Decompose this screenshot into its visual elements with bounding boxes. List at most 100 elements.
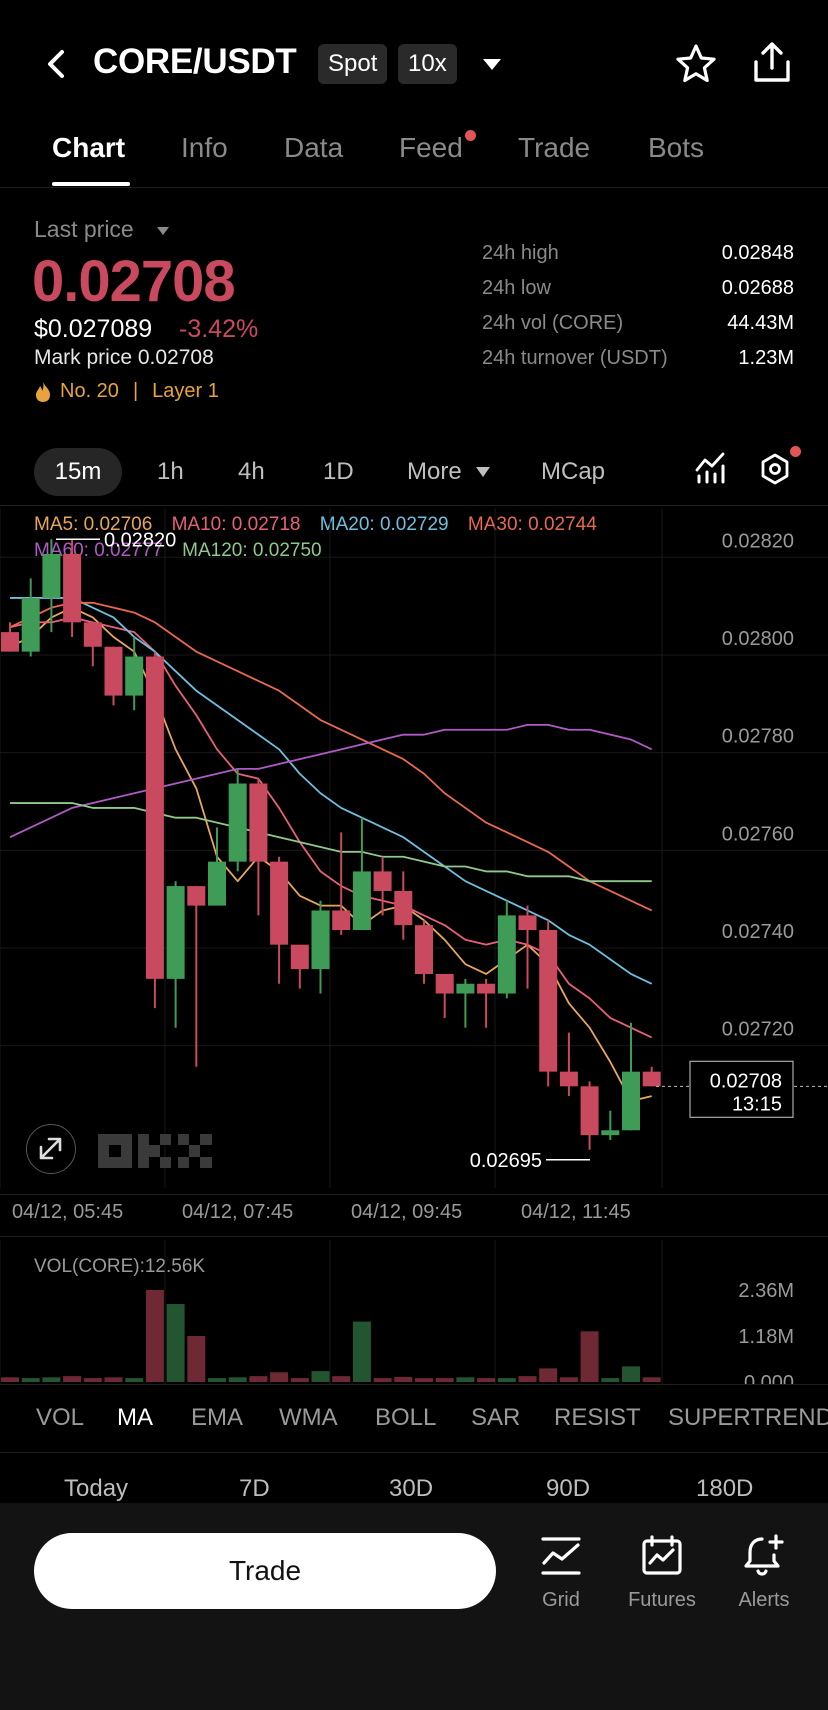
main-tabs: Chart Info Data Feed Trade Bots (0, 128, 828, 188)
grid-button[interactable]: Grid (516, 1533, 606, 1612)
volume-bar (145, 1290, 164, 1382)
candle-body (1, 632, 19, 652)
volume-bar (104, 1377, 123, 1382)
indicator-ema[interactable]: EMA (191, 1404, 244, 1431)
volume-bar (415, 1378, 433, 1382)
candle-body (642, 1071, 661, 1087)
usd-price: $0.027089 (34, 315, 153, 343)
interval-mcap[interactable]: MCap (541, 458, 606, 485)
tab-data[interactable]: Data (284, 132, 344, 163)
volume-bar (332, 1376, 351, 1382)
trade-button[interactable]: Trade (34, 1533, 496, 1609)
indicator-wma[interactable]: WMA (279, 1404, 338, 1431)
share-icon[interactable] (752, 40, 792, 84)
x-tick-label: 04/12, 07:45 (182, 1201, 294, 1223)
y-tick-label: 0.02820 (722, 530, 794, 552)
indicator-sar[interactable]: SAR (471, 1404, 521, 1431)
header: CORE/USDT Spot 10x (0, 0, 828, 128)
candle-body (290, 944, 309, 970)
x-tick-label: 04/12, 11:45 (521, 1201, 631, 1223)
candle-body (228, 783, 247, 862)
tab-trade[interactable]: Trade (518, 132, 591, 163)
candle-body (104, 646, 123, 696)
rank-badge[interactable]: No. 20 | Layer 1 (34, 380, 219, 403)
alerts-button[interactable]: Alerts (719, 1533, 809, 1612)
period-30d[interactable]: 30D (389, 1475, 434, 1502)
candle-body (456, 983, 475, 994)
high-marker-label: 0.02820 (104, 529, 176, 551)
futures-button[interactable]: Futures (617, 1533, 707, 1612)
candle-body (559, 1071, 578, 1087)
period-90d[interactable]: 90D (546, 1475, 591, 1502)
divider (0, 505, 828, 506)
candle-body (42, 553, 61, 598)
volume-bar (642, 1377, 661, 1382)
period-today[interactable]: Today (64, 1475, 129, 1502)
last-price-dropdown-icon[interactable] (156, 226, 170, 236)
grid-label: Grid (542, 1589, 580, 1611)
indicator-vol[interactable]: VOL (36, 1404, 85, 1431)
indicator-boll[interactable]: BOLL (375, 1404, 437, 1431)
back-arrow-icon[interactable] (38, 44, 74, 84)
last-price-value: 0.02708 (32, 249, 236, 314)
stat-value: 1.23M (738, 347, 794, 369)
pair-dropdown-icon[interactable] (480, 56, 504, 72)
alerts-label: Alerts (738, 1589, 790, 1611)
stat-value: 0.02848 (721, 242, 794, 264)
chart-settings-icon[interactable] (758, 452, 792, 486)
volume-bar (83, 1378, 102, 1382)
volume-bar (228, 1377, 247, 1382)
volume-bar (373, 1378, 392, 1382)
market-type-badge: Spot (318, 44, 388, 84)
stat-label: 24h high (482, 242, 559, 264)
candle-body (21, 597, 40, 652)
stat-label: 24h turnover (USDT) (482, 347, 668, 369)
stat-24h-turnover: 24h turnover (USDT) 1.23M (482, 347, 794, 377)
volume-bar (601, 1378, 620, 1382)
futures-label: Futures (628, 1589, 696, 1611)
mark-price: Mark price 0.02708 (34, 346, 214, 369)
volume-bar (208, 1378, 226, 1382)
candle-body (270, 861, 289, 945)
tab-info[interactable]: Info (181, 132, 228, 163)
y-tick-label: 0.02740 (722, 921, 794, 943)
stat-value: 44.43M (727, 312, 794, 334)
indicator-resist[interactable]: RESIST (554, 1404, 641, 1431)
volume-bar (187, 1336, 206, 1382)
interval-1h[interactable]: 1h (157, 458, 184, 485)
stat-24h-high: 24h high 0.02848 (482, 242, 794, 272)
period-7d[interactable]: 7D (239, 1475, 270, 1502)
volume-bar (1, 1377, 19, 1382)
volume-bar (249, 1376, 268, 1382)
volume-bar (311, 1371, 330, 1382)
x-tick-label: 04/12, 09:45 (351, 1201, 463, 1223)
candle-body (601, 1130, 620, 1136)
tab-chart[interactable]: Chart (52, 132, 126, 163)
interval-15m[interactable]: 15m (34, 448, 122, 496)
candle-body (580, 1086, 599, 1136)
more-dropdown-icon[interactable] (475, 466, 491, 478)
indicator-chart-icon[interactable] (694, 450, 728, 484)
volume-bar (518, 1376, 537, 1382)
volume-tick-label: 1.18M (738, 1326, 794, 1348)
tab-feed[interactable]: Feed (399, 132, 463, 163)
y-tick-label: 0.02760 (722, 823, 794, 845)
indicator-supertrend[interactable]: SUPERTREND (668, 1404, 828, 1431)
volume-bar (394, 1376, 413, 1382)
volume-bar (435, 1378, 454, 1382)
volume-bar (497, 1378, 516, 1382)
volume-bar (559, 1377, 578, 1382)
favorite-star-icon[interactable] (674, 42, 718, 86)
ma-line-ma20 (10, 597, 653, 985)
candlestick-chart[interactable]: 0.02820 0.02800 0.02780 0.02760 0.02740 0.027… (0, 508, 828, 1188)
pair-title[interactable]: CORE/USDT (93, 42, 297, 81)
interval-more[interactable]: More (407, 458, 462, 485)
interval-1d[interactable]: 1D (323, 458, 354, 485)
tab-bots[interactable]: Bots (648, 132, 705, 163)
indicator-ma[interactable]: MA (117, 1404, 153, 1431)
interval-4h[interactable]: 4h (238, 458, 265, 485)
period-180d[interactable]: 180D (696, 1475, 754, 1502)
last-price-label[interactable]: Last price (34, 216, 134, 242)
divider (0, 1236, 828, 1237)
fullscreen-button[interactable] (26, 1124, 76, 1174)
